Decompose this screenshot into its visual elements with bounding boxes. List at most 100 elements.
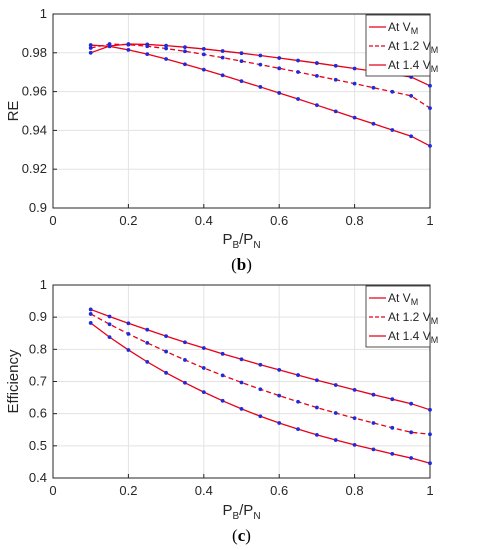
y-tick-label: 0.4 [29,470,47,485]
legend-entry-text: At 1.4 V [388,329,431,343]
panel-label-paren: ( [232,526,238,545]
data-point-s2-5 [183,45,187,50]
data-point-s2-15 [371,392,376,397]
legend-entry-text: At V [388,291,411,305]
x-tick-label: 0.4 [195,483,213,498]
data-point-s0-5 [183,62,187,67]
data-point-s0-0 [88,321,93,325]
legend-entry-text: At 1.2 V [388,39,431,53]
y-tick-label: 0.96 [22,84,47,99]
y-axis-label: Efficiency [5,349,22,413]
data-point-s0-17 [409,456,414,460]
data-point-s2-8 [239,51,244,56]
data-point-s2-8 [239,357,244,362]
panel-label-paren: ) [246,255,252,274]
data-point-s2-3 [145,42,150,47]
data-point-s0-14 [352,442,357,447]
x-tick-label: 0.8 [346,213,364,228]
data-point-s1-7 [220,373,225,378]
data-point-s2-6 [201,346,206,350]
x-label-subscript: B [232,511,239,522]
data-point-s1-3 [145,341,150,345]
data-point-s0-12 [315,432,319,437]
panel-label-letter: c [238,526,246,545]
x-axis-label: PB/PN [222,231,260,251]
y-tick-label: 0.8 [29,341,47,356]
data-point-s1-15 [371,421,376,425]
x-tick-label: 0.2 [119,483,137,498]
data-point-s1-8 [239,59,244,64]
panel-label-paren: ) [245,526,251,545]
legend-entry-1: At 1.2 VM [388,39,438,55]
data-point-s1-12 [315,405,319,410]
data-point-s0-15 [371,447,376,452]
legend-entry-0: At VM [388,291,418,307]
data-point-s1-12 [315,73,319,78]
legend-entry-text: At 1.2 V [388,310,431,324]
data-point-s2-0 [88,50,93,55]
data-point-s1-16 [390,89,395,94]
data-point-s1-8 [239,380,244,385]
data-point-s1-10 [277,393,282,398]
data-point-s2-13 [333,383,338,387]
data-point-s2-12 [315,61,319,65]
x-axis-label: PB/PN [222,502,260,522]
data-point-s0-16 [390,451,395,456]
data-point-s2-1 [107,314,112,319]
data-point-s1-13 [333,411,338,415]
data-point-s1-9 [258,387,263,392]
data-point-s1-6 [201,366,206,370]
data-point-s1-5 [183,49,187,54]
data-point-s1-14 [352,416,357,421]
data-point-s1-4 [164,46,169,51]
data-point-s2-9 [258,362,263,367]
data-point-s1-11 [296,70,300,74]
data-point-s2-6 [201,47,206,51]
y-tick-label: 0.5 [29,438,47,453]
legend-entry-2: At 1.4 VM [388,329,438,345]
data-point-s1-16 [390,425,395,430]
data-point-s0-11 [296,427,300,432]
data-point-s2-16 [390,397,395,402]
data-point-s0-15 [371,121,376,126]
data-point-s2-7 [220,351,225,356]
data-point-s0-13 [333,438,338,442]
data-point-s2-12 [315,378,319,383]
y-tick-label: 1 [40,277,47,292]
data-point-s1-17 [409,430,414,435]
data-point-s2-11 [296,58,300,63]
x-tick-label: 0.6 [270,213,288,228]
data-point-s2-5 [183,340,187,345]
legend-entry-subscript: M [411,26,419,36]
y-tick-label: 0.6 [29,406,47,421]
legend-entry-subscript: M [431,335,439,345]
data-point-s2-3 [145,327,150,332]
data-point-s1-11 [296,399,300,404]
y-tick-label: 0.92 [22,161,47,176]
panel-label: (b) [231,255,252,274]
x-tick-label: 0.6 [270,483,288,498]
legend-entry-subscript: M [431,45,439,55]
data-point-s0-10 [277,421,282,425]
panel-label-letter: b [237,255,246,274]
data-point-s1-15 [371,85,376,90]
data-point-s2-9 [258,53,263,58]
data-point-s2-4 [164,334,169,339]
data-point-s0-6 [201,390,206,395]
data-point-s1-4 [164,349,169,354]
data-point-s0-10 [277,91,282,95]
legend-entry-subscript: M [431,64,439,74]
axes-box [52,13,431,209]
x-label-subscript: B [232,240,239,251]
legend-entry-0: At VM [388,20,418,36]
data-point-s0-9 [258,85,263,89]
y-axis-label: RE [5,101,22,122]
data-point-s1-6 [201,52,206,57]
axes-box [52,284,431,479]
data-point-s0-5 [183,380,187,385]
x-tick-label: 0.2 [119,213,137,228]
data-point-s0-1 [107,335,112,340]
data-point-s0-8 [239,79,244,84]
